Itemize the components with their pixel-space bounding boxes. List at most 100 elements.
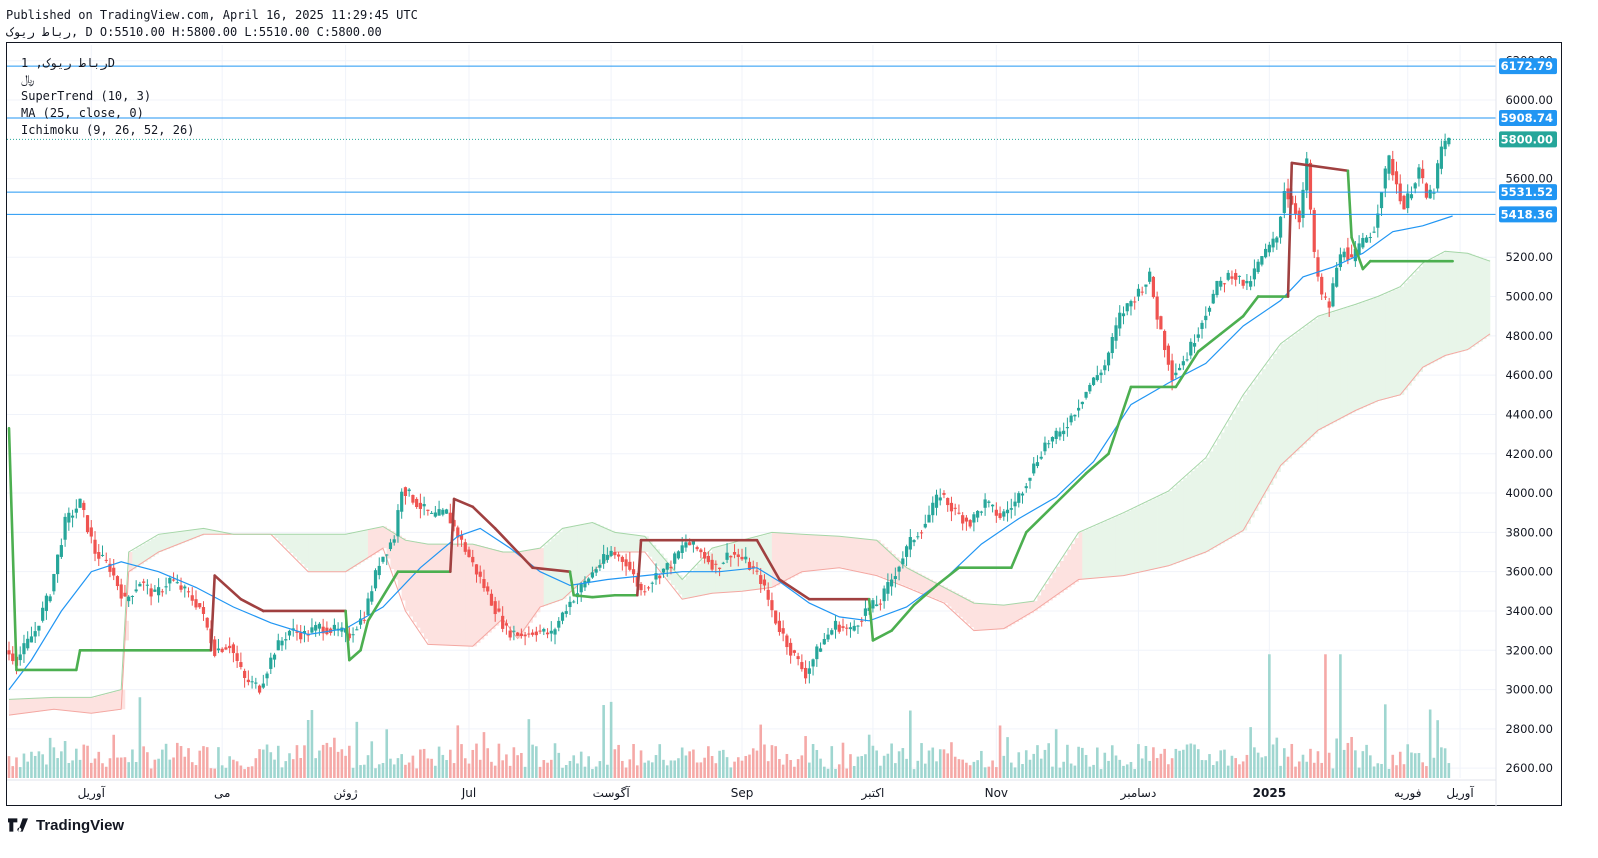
- ichimoku-cloud-band: [1463, 252, 1468, 351]
- volume-bar: [1110, 745, 1114, 778]
- volume-bar: [1417, 753, 1421, 778]
- candle-body: [179, 585, 183, 590]
- volume-bar: [86, 745, 89, 778]
- volume-bar: [968, 765, 972, 778]
- volume-bar: [677, 758, 680, 778]
- ichimoku-cloud-band: [592, 522, 597, 572]
- ichimoku-cloud-band: [289, 534, 294, 553]
- volume-bar: [273, 759, 276, 778]
- ichimoku-cloud-band: [659, 553, 664, 571]
- volume-bar: [1413, 753, 1417, 778]
- price-chart[interactable]: 6200.006000.005600.005200.005000.004800.…: [7, 43, 1563, 807]
- volume-bar: [1178, 750, 1181, 778]
- moving-average-line: [8, 215, 1453, 690]
- ichimoku-cloud-band: [1280, 343, 1285, 466]
- candle-body: [422, 504, 426, 507]
- candle-body: [759, 575, 763, 584]
- ichimoku-cloud-band: [898, 560, 904, 585]
- supertrend-segment: [531, 566, 572, 573]
- ichimoku-cloud-band: [1067, 549, 1072, 588]
- ichimoku-cloud-band: [386, 528, 391, 559]
- volume-bar: [531, 744, 534, 778]
- volume-bar: [400, 754, 403, 778]
- candle-body: [602, 554, 606, 564]
- ichimoku-cloud-band: [599, 525, 604, 566]
- ichimoku-cloud-band: [1403, 282, 1409, 391]
- volume-bar: [127, 762, 130, 778]
- candle-body: [789, 642, 793, 656]
- candle-body: [1379, 192, 1384, 209]
- chart-frame[interactable]: 6200.006000.005600.005200.005000.004800.…: [6, 42, 1563, 807]
- volume-bar: [385, 729, 389, 778]
- volume-bar: [1099, 769, 1103, 778]
- candle-body: [800, 662, 804, 670]
- ichimoku-cloud-band: [1145, 501, 1150, 571]
- candle-body: [560, 612, 565, 621]
- volume-bar: [299, 757, 303, 778]
- legend-symbol[interactable]: رباط ریوک, 1D: [21, 56, 115, 70]
- ichimoku-cloud-band: [20, 698, 25, 714]
- tradingview-brand[interactable]: TradingView: [8, 815, 124, 835]
- ichimoku-cloud-band: [188, 530, 193, 541]
- volume-bar: [927, 750, 931, 778]
- volume-bar: [778, 758, 781, 778]
- candle-body: [250, 681, 254, 683]
- ichimoku-cloud-band: [1130, 509, 1136, 574]
- volume-bar: [1327, 752, 1331, 778]
- ichimoku-cloud-band: [768, 533, 773, 588]
- volume-bar: [411, 755, 415, 778]
- supertrend-segment: [1361, 259, 1372, 271]
- candle-body: [904, 546, 909, 557]
- ichimoku-cloud-band: [719, 546, 724, 593]
- candle-body: [740, 556, 744, 560]
- candle-body: [1275, 237, 1279, 243]
- volume-bar: [785, 753, 789, 778]
- ichimoku-cloud-band: [132, 549, 137, 570]
- candle-body: [489, 593, 494, 606]
- supertrend-segment: [1286, 161, 1294, 298]
- legend-ichimoku[interactable]: Ichimoku (9, 26, 52, 26): [21, 123, 195, 137]
- ichimoku-cloud-band: [771, 532, 776, 588]
- candle-body: [609, 550, 613, 556]
- volume-bar: [1144, 745, 1148, 778]
- volume-bar: [1264, 756, 1267, 778]
- ichimoku-cloud-band: [910, 569, 915, 589]
- volume-bar: [269, 752, 273, 778]
- candle-body: [658, 575, 662, 579]
- supertrend-segment: [572, 593, 594, 599]
- ichimoku-cloud-band: [1381, 294, 1386, 400]
- ichimoku-cloud-band: [446, 544, 451, 646]
- legend-supertrend[interactable]: SuperTrend (10, 3): [21, 89, 152, 103]
- time-tick-label: آوریل: [78, 785, 106, 801]
- ichimoku-cloud-band: [1396, 288, 1401, 396]
- volume-bar: [1335, 738, 1338, 778]
- ichimoku-cloud-band: [539, 548, 545, 608]
- candle-body: [89, 527, 93, 537]
- supertrend-segment: [1346, 169, 1353, 239]
- ichimoku-cloud-band: [390, 531, 395, 570]
- volume-bar: [157, 758, 160, 778]
- ichimoku-cloud-band: [180, 531, 186, 544]
- ichimoku-cloud-band: [779, 532, 784, 584]
- ichimoku-cloud-band: [102, 694, 107, 712]
- volume-bar: [1062, 761, 1065, 778]
- candle-body: [22, 643, 26, 655]
- volume-bar: [890, 743, 893, 778]
- candle-body: [142, 581, 146, 583]
- ichimoku-cloud-band: [973, 603, 978, 631]
- candle-body: [1043, 442, 1047, 452]
- ichimoku-cloud-band: [1168, 491, 1173, 566]
- volume-bar: [714, 763, 718, 778]
- volume-bar: [1447, 763, 1451, 778]
- candle-body: [407, 489, 411, 492]
- ichimoku-cloud-band: [8, 699, 14, 716]
- candle-body: [100, 554, 105, 556]
- ichimoku-cloud-band: [1063, 555, 1068, 591]
- candle-body: [175, 582, 179, 584]
- tradingview-logo-icon: [8, 818, 28, 832]
- time-tick-label: آگوست: [593, 785, 631, 801]
- ichimoku-cloud-band: [1056, 566, 1061, 596]
- candle-body: [63, 516, 67, 540]
- legend-ma[interactable]: MA (25, close, 0): [21, 106, 144, 120]
- volume-bar: [1249, 727, 1252, 778]
